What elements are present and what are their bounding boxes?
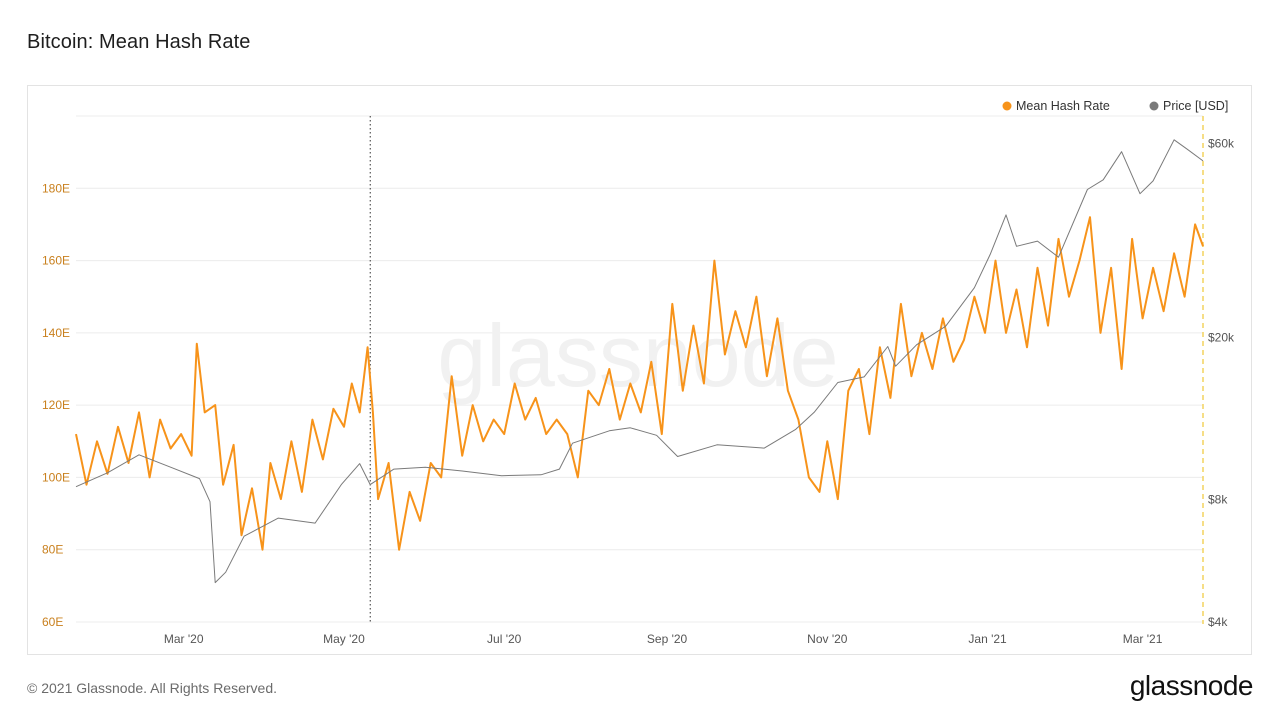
x-tick-label: Nov '20 — [807, 632, 848, 646]
grid-lines — [76, 115, 1203, 623]
left-tick-label: 60E — [42, 615, 63, 629]
legend-label: Mean Hash Rate — [1016, 99, 1110, 113]
x-tick-label: Jan '21 — [968, 632, 1007, 646]
watermark: glassnode — [437, 306, 838, 405]
left-tick-label: 80E — [42, 543, 63, 557]
left-tick-label: 100E — [42, 470, 70, 484]
right-tick-label: $20k — [1208, 330, 1235, 344]
legend-item[interactable]: Price [USD] — [1149, 99, 1229, 113]
chart-panel: glassnode 60E 80E 100E 120E 140E 160E 180E $4k… — [27, 85, 1252, 655]
x-tick-label: Sep '20 — [647, 632, 688, 646]
left-axis: 60E 80E 100E 120E 140E 160E 180E — [42, 181, 70, 629]
x-tick-label: May '20 — [323, 632, 365, 646]
glassnode-logo[interactable]: glassnode — [1129, 670, 1254, 701]
right-axis: $4k $8k $20k $60k — [1208, 136, 1235, 629]
left-tick-label: 180E — [42, 181, 70, 195]
left-tick-label: 160E — [42, 254, 70, 268]
legend-dot-icon — [1149, 101, 1159, 111]
footer-copyright: © 2021 Glassnode. All Rights Reserved. — [27, 680, 278, 696]
series-layer — [75, 139, 1204, 584]
x-tick-label: Jul '20 — [487, 632, 522, 646]
chart-legend[interactable]: Mean Hash Rate Price [USD] — [1002, 99, 1229, 113]
x-axis: Mar '20 May '20 Jul '20 Sep '20 Nov '20 Jan '… — [164, 632, 1163, 646]
left-tick-label: 140E — [42, 326, 70, 340]
x-tick-label: Mar '21 — [1123, 632, 1163, 646]
event-markers — [369, 116, 1204, 624]
right-tick-label: $8k — [1208, 492, 1228, 506]
mean-hash-rate-line — [75, 216, 1204, 551]
hash-rate-chart: glassnode 60E 80E 100E 120E 140E 160E 180E $4k… — [42, 99, 1235, 646]
left-tick-label: 120E — [42, 398, 70, 412]
legend-label: Price [USD] — [1163, 99, 1228, 113]
right-tick-label: $60k — [1208, 136, 1235, 150]
price-usd-line — [75, 139, 1204, 584]
x-tick-label: Mar '20 — [164, 632, 204, 646]
page-title: Bitcoin: Mean Hash Rate — [27, 31, 251, 53]
legend-item[interactable]: Mean Hash Rate — [1002, 99, 1110, 113]
right-tick-label: $4k — [1208, 615, 1228, 629]
legend-dot-icon — [1002, 101, 1012, 111]
